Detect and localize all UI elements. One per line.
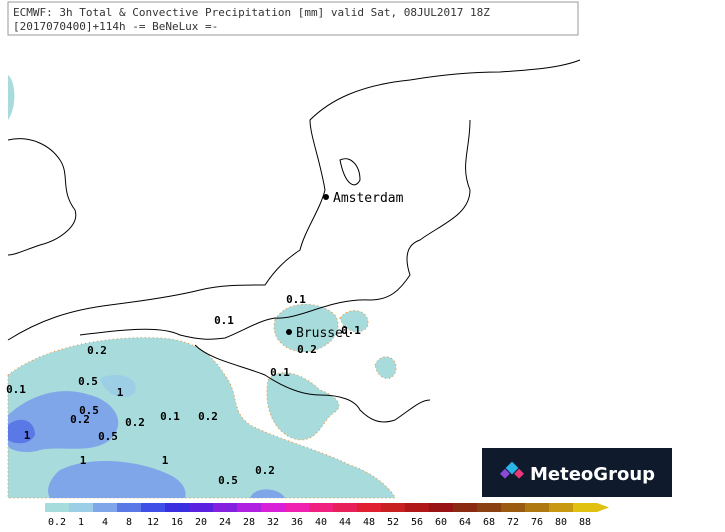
city-label: Brussel: [296, 326, 351, 341]
legend-swatch: [333, 503, 357, 512]
legend-swatch: [501, 503, 525, 512]
contour-label: 1: [117, 386, 124, 399]
legend-swatch: [357, 503, 381, 512]
contour-label: 0.2: [70, 413, 90, 426]
legend-swatch: [165, 503, 189, 512]
coastlines: [7, 59, 581, 423]
contour-label: 1: [80, 454, 87, 467]
legend-label: 68: [483, 517, 495, 528]
legend-label: 32: [267, 517, 279, 528]
legend-label: 88: [579, 517, 591, 528]
legend-swatch: [237, 503, 261, 512]
legend-label: 56: [411, 517, 423, 528]
contour-label: 0.1: [160, 410, 180, 423]
legend-swatch: [117, 503, 141, 512]
contour-label: 0.5: [79, 404, 99, 417]
legend-swatch: [189, 503, 213, 512]
legend-label: 28: [243, 517, 255, 528]
legend-label: 60: [435, 517, 447, 528]
legend-arrow: [597, 503, 609, 512]
contour-label: 0.5: [78, 375, 98, 388]
contour-label: 0.5: [98, 430, 118, 443]
legend-swatch: [549, 503, 573, 512]
legend-label: 64: [459, 517, 471, 528]
legend-label: 44: [339, 517, 351, 528]
legend-label: 4: [102, 517, 108, 528]
legend-label: 80: [555, 517, 567, 528]
legend-swatch: [285, 503, 309, 512]
legend-swatch: [381, 503, 405, 512]
contour-label: 0.1: [270, 366, 290, 379]
legend-swatch: [453, 503, 477, 512]
legend-swatch: [261, 503, 285, 512]
contour-label: 0.1: [6, 383, 26, 396]
legend-swatch: [477, 503, 501, 512]
contour-label: 0.2: [198, 410, 218, 423]
legend-label: 0.2: [48, 517, 66, 528]
legend-swatch: [309, 503, 333, 512]
legend-swatch: [429, 503, 453, 512]
legend-swatch: [141, 503, 165, 512]
legend-swatch: [525, 503, 549, 512]
header-line: ECMWF: 3h Total & Convective Precipitati…: [13, 6, 490, 19]
contour-label: 0.1: [286, 293, 306, 306]
city-marker: [323, 194, 329, 200]
cities: Amsterdam Brussel: [286, 191, 404, 341]
legend-label: 20: [195, 517, 207, 528]
city-label: Amsterdam: [333, 191, 404, 206]
legend-swatch: [405, 503, 429, 512]
contour-label: 0.5: [218, 474, 238, 487]
legend-label: 24: [219, 517, 231, 528]
contour-label: 0.1: [341, 324, 361, 337]
legend-swatch: [45, 503, 69, 512]
city-marker: [286, 329, 292, 335]
contour-label: 0.2: [87, 344, 107, 357]
legend-label: 12: [147, 517, 159, 528]
legend-label: 76: [531, 517, 543, 528]
legend-swatch: [69, 503, 93, 512]
precip-areas: [7, 75, 397, 499]
legend-label: 52: [387, 517, 399, 528]
logo-text: MeteoGroup: [530, 464, 655, 485]
contour-labels: 0.10.10.10.10.10.10.20.20.2 0.20.20.20.50…: [6, 293, 361, 487]
legend-label: 8: [126, 517, 132, 528]
legend-label: 36: [291, 517, 303, 528]
legend-swatch: [93, 503, 117, 512]
legend: 0.2 1 4 8 12 16 20 24 28 32 36 40 44 48 52 56 60 64 68 72 76…: [45, 503, 609, 528]
contour-label: 0.1: [214, 314, 234, 327]
legend-label: 48: [363, 517, 375, 528]
legend-swatch: [573, 503, 597, 512]
legend-label: 1: [78, 517, 84, 528]
contour-label: 1: [162, 454, 169, 467]
header-line: [2017070400]+114h -= BeNeLux =-: [13, 20, 218, 33]
legend-label: 72: [507, 517, 519, 528]
contour-label: 0.2: [255, 464, 275, 477]
legend-label: 40: [315, 517, 327, 528]
contour-label: 0.2: [125, 416, 145, 429]
legend-swatch: [213, 503, 237, 512]
header-box: [7, 1, 579, 36]
contour-label: 1: [24, 429, 31, 442]
legend-label: 16: [171, 517, 183, 528]
contour-label: 0.2: [297, 343, 317, 356]
